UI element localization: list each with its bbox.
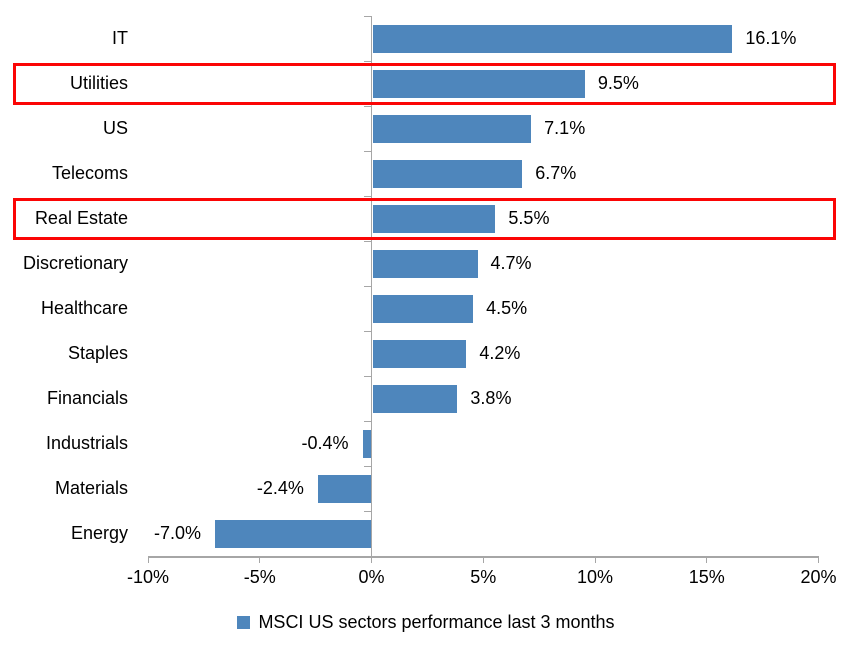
y-axis-tick [364,466,371,467]
legend: MSCI US sectors performance last 3 month… [0,609,852,635]
value-label: 7.1% [544,118,586,138]
category-label: Industrials [45,433,128,453]
y-axis-tick [364,421,371,422]
x-axis-tick [147,556,149,563]
category-label: US [102,118,128,138]
value-label: 4.7% [490,253,532,273]
y-axis-line [370,16,373,563]
value-label: 9.5% [597,73,639,93]
x-tick-label: 15% [688,567,725,587]
highlight-box [13,198,836,240]
y-axis-tick [364,331,371,332]
legend-label: MSCI US sectors performance last 3 month… [258,612,615,632]
y-axis-tick [364,286,371,287]
value-label: 4.2% [479,343,521,363]
category-label: Telecoms [51,163,128,183]
y-axis-tick [364,16,371,17]
x-tick-label: -5% [243,567,276,587]
category-label: Financials [46,388,128,408]
y-axis-tick [364,376,371,377]
category-label: Materials [54,478,128,498]
x-tick-label: -10% [126,567,170,587]
value-label: -7.0% [154,523,202,543]
value-label: -2.4% [256,478,304,498]
x-axis-tick [818,556,819,563]
value-label: -0.4% [301,433,349,453]
highlight-box [13,63,836,105]
bar [372,249,478,278]
legend-swatch-icon [237,615,251,629]
value-label: 5.5% [508,208,550,228]
y-axis-tick [364,61,371,62]
bar [372,159,523,188]
category-label: Staples [67,343,128,363]
bar [372,384,458,413]
y-axis-tick [364,511,371,512]
x-axis-tick [371,556,372,563]
value-label: 3.8% [470,388,512,408]
y-axis-tick [364,151,371,152]
category-label: Healthcare [40,298,128,318]
y-axis-tick [364,196,371,197]
value-label: 6.7% [535,163,577,183]
y-axis-tick [364,241,371,242]
bar [372,69,585,98]
bar [372,339,467,368]
category-label: Energy [70,523,128,543]
bar [317,474,372,503]
bar [362,429,372,458]
x-tick-label: 10% [576,567,614,587]
category-label: IT [112,28,128,48]
bar [372,204,496,233]
bar [372,24,733,53]
x-tick-label: 5% [470,567,497,587]
value-label: 16.1% [745,28,797,48]
bar [372,294,474,323]
x-axis-tick [706,556,708,563]
category-label: Utilities [69,73,128,93]
x-axis-tick [594,556,596,563]
category-label: Discretionary [22,253,128,273]
bar [372,114,532,143]
x-tick-label: 20% [800,567,837,587]
bar [215,519,372,548]
category-label: Real Estate [34,208,128,228]
x-axis-tick [259,556,261,563]
y-axis-tick [364,106,371,107]
x-tick-label: 0% [358,567,385,587]
value-label: 4.5% [486,298,528,318]
x-axis-tick [482,556,484,563]
